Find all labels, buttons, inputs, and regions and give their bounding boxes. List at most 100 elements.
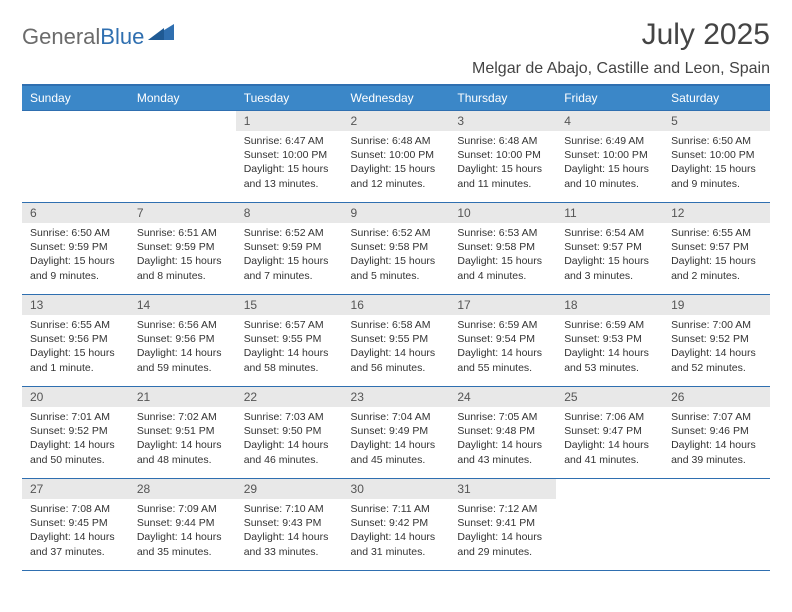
daylight-text: Daylight: 14 hours and 55 minutes.: [457, 346, 548, 374]
calendar-cell: 3Sunrise: 6:48 AMSunset: 10:00 PMDayligh…: [449, 111, 556, 203]
calendar-cell: 15Sunrise: 6:57 AMSunset: 9:55 PMDayligh…: [236, 295, 343, 387]
calendar-body: 1Sunrise: 6:47 AMSunset: 10:00 PMDayligh…: [22, 111, 770, 571]
day-details: Sunrise: 7:11 AMSunset: 9:42 PMDaylight:…: [343, 499, 450, 565]
calendar-cell: [129, 111, 236, 203]
day-number: 29: [236, 479, 343, 499]
calendar-cell: 16Sunrise: 6:58 AMSunset: 9:55 PMDayligh…: [343, 295, 450, 387]
daylight-text: Daylight: 14 hours and 52 minutes.: [671, 346, 762, 374]
daylight-text: Daylight: 14 hours and 37 minutes.: [30, 530, 121, 558]
daylight-text: Daylight: 14 hours and 46 minutes.: [244, 438, 335, 466]
day-number: 6: [22, 203, 129, 223]
sunset-text: Sunset: 9:50 PM: [244, 424, 335, 438]
sunset-text: Sunset: 10:00 PM: [564, 148, 655, 162]
sunrise-text: Sunrise: 7:05 AM: [457, 410, 548, 424]
daylight-text: Daylight: 14 hours and 31 minutes.: [351, 530, 442, 558]
calendar-cell: 23Sunrise: 7:04 AMSunset: 9:49 PMDayligh…: [343, 387, 450, 479]
sunrise-text: Sunrise: 6:53 AM: [457, 226, 548, 240]
day-details: Sunrise: 6:51 AMSunset: 9:59 PMDaylight:…: [129, 223, 236, 289]
calendar-cell: 10Sunrise: 6:53 AMSunset: 9:58 PMDayligh…: [449, 203, 556, 295]
calendar-cell: 11Sunrise: 6:54 AMSunset: 9:57 PMDayligh…: [556, 203, 663, 295]
sunrise-text: Sunrise: 6:50 AM: [30, 226, 121, 240]
calendar-cell: 28Sunrise: 7:09 AMSunset: 9:44 PMDayligh…: [129, 479, 236, 571]
sunset-text: Sunset: 10:00 PM: [457, 148, 548, 162]
calendar-cell: 13Sunrise: 6:55 AMSunset: 9:56 PMDayligh…: [22, 295, 129, 387]
day-details: Sunrise: 6:48 AMSunset: 10:00 PMDaylight…: [449, 131, 556, 197]
daylight-text: Daylight: 15 hours and 13 minutes.: [244, 162, 335, 190]
calendar-head: Sunday Monday Tuesday Wednesday Thursday…: [22, 85, 770, 111]
day-details: Sunrise: 6:59 AMSunset: 9:54 PMDaylight:…: [449, 315, 556, 381]
daylight-text: Daylight: 14 hours and 39 minutes.: [671, 438, 762, 466]
sunrise-text: Sunrise: 7:04 AM: [351, 410, 442, 424]
sunrise-text: Sunrise: 6:47 AM: [244, 134, 335, 148]
daylight-text: Daylight: 14 hours and 45 minutes.: [351, 438, 442, 466]
sunset-text: Sunset: 9:58 PM: [457, 240, 548, 254]
sunrise-text: Sunrise: 6:55 AM: [671, 226, 762, 240]
day-details: Sunrise: 6:53 AMSunset: 9:58 PMDaylight:…: [449, 223, 556, 289]
day-number: 2: [343, 111, 450, 131]
daylight-text: Daylight: 15 hours and 9 minutes.: [671, 162, 762, 190]
sunset-text: Sunset: 9:52 PM: [671, 332, 762, 346]
daylight-text: Daylight: 14 hours and 41 minutes.: [564, 438, 655, 466]
sunrise-text: Sunrise: 7:09 AM: [137, 502, 228, 516]
calendar-cell: 8Sunrise: 6:52 AMSunset: 9:59 PMDaylight…: [236, 203, 343, 295]
day-number: 5: [663, 111, 770, 131]
day-number: 21: [129, 387, 236, 407]
daylight-text: Daylight: 15 hours and 9 minutes.: [30, 254, 121, 282]
day-number: 1: [236, 111, 343, 131]
day-number: 8: [236, 203, 343, 223]
weekday-monday: Monday: [129, 85, 236, 111]
day-details: Sunrise: 7:03 AMSunset: 9:50 PMDaylight:…: [236, 407, 343, 473]
sunrise-text: Sunrise: 6:58 AM: [351, 318, 442, 332]
daylight-text: Daylight: 14 hours and 58 minutes.: [244, 346, 335, 374]
day-number: 10: [449, 203, 556, 223]
calendar-cell: 5Sunrise: 6:50 AMSunset: 10:00 PMDayligh…: [663, 111, 770, 203]
sunset-text: Sunset: 10:00 PM: [244, 148, 335, 162]
sunrise-text: Sunrise: 6:48 AM: [457, 134, 548, 148]
day-details: Sunrise: 6:49 AMSunset: 10:00 PMDaylight…: [556, 131, 663, 197]
sunset-text: Sunset: 9:57 PM: [564, 240, 655, 254]
sunrise-text: Sunrise: 6:51 AM: [137, 226, 228, 240]
calendar-cell: 2Sunrise: 6:48 AMSunset: 10:00 PMDayligh…: [343, 111, 450, 203]
day-details: Sunrise: 7:02 AMSunset: 9:51 PMDaylight:…: [129, 407, 236, 473]
sunset-text: Sunset: 9:47 PM: [564, 424, 655, 438]
sunset-text: Sunset: 9:52 PM: [30, 424, 121, 438]
calendar-cell: 9Sunrise: 6:52 AMSunset: 9:58 PMDaylight…: [343, 203, 450, 295]
day-details: Sunrise: 6:54 AMSunset: 9:57 PMDaylight:…: [556, 223, 663, 289]
day-details: Sunrise: 7:07 AMSunset: 9:46 PMDaylight:…: [663, 407, 770, 473]
daylight-text: Daylight: 15 hours and 5 minutes.: [351, 254, 442, 282]
sunrise-text: Sunrise: 6:52 AM: [351, 226, 442, 240]
day-details: Sunrise: 6:50 AMSunset: 10:00 PMDaylight…: [663, 131, 770, 197]
sunrise-text: Sunrise: 7:08 AM: [30, 502, 121, 516]
weekday-friday: Friday: [556, 85, 663, 111]
sunrise-text: Sunrise: 7:03 AM: [244, 410, 335, 424]
day-details: Sunrise: 6:58 AMSunset: 9:55 PMDaylight:…: [343, 315, 450, 381]
day-number: 13: [22, 295, 129, 315]
day-details: Sunrise: 7:01 AMSunset: 9:52 PMDaylight:…: [22, 407, 129, 473]
sunset-text: Sunset: 9:57 PM: [671, 240, 762, 254]
sunset-text: Sunset: 9:59 PM: [137, 240, 228, 254]
sunset-text: Sunset: 9:49 PM: [351, 424, 442, 438]
sunrise-text: Sunrise: 6:54 AM: [564, 226, 655, 240]
sunset-text: Sunset: 10:00 PM: [351, 148, 442, 162]
sunset-text: Sunset: 10:00 PM: [671, 148, 762, 162]
logo-text: GeneralBlue: [22, 24, 144, 50]
day-details: Sunrise: 6:56 AMSunset: 9:56 PMDaylight:…: [129, 315, 236, 381]
day-details: Sunrise: 6:55 AMSunset: 9:57 PMDaylight:…: [663, 223, 770, 289]
calendar-cell: 12Sunrise: 6:55 AMSunset: 9:57 PMDayligh…: [663, 203, 770, 295]
calendar-cell: 24Sunrise: 7:05 AMSunset: 9:48 PMDayligh…: [449, 387, 556, 479]
calendar-cell: 18Sunrise: 6:59 AMSunset: 9:53 PMDayligh…: [556, 295, 663, 387]
daylight-text: Daylight: 14 hours and 53 minutes.: [564, 346, 655, 374]
day-details: Sunrise: 7:00 AMSunset: 9:52 PMDaylight:…: [663, 315, 770, 381]
sunrise-text: Sunrise: 6:50 AM: [671, 134, 762, 148]
day-details: Sunrise: 6:47 AMSunset: 10:00 PMDaylight…: [236, 131, 343, 197]
sunrise-text: Sunrise: 7:06 AM: [564, 410, 655, 424]
day-number: 24: [449, 387, 556, 407]
day-details: Sunrise: 6:50 AMSunset: 9:59 PMDaylight:…: [22, 223, 129, 289]
sunset-text: Sunset: 9:59 PM: [30, 240, 121, 254]
daylight-text: Daylight: 15 hours and 3 minutes.: [564, 254, 655, 282]
day-number: 15: [236, 295, 343, 315]
sunrise-text: Sunrise: 7:07 AM: [671, 410, 762, 424]
sunrise-text: Sunrise: 6:48 AM: [351, 134, 442, 148]
calendar-week: 6Sunrise: 6:50 AMSunset: 9:59 PMDaylight…: [22, 203, 770, 295]
day-number: 17: [449, 295, 556, 315]
